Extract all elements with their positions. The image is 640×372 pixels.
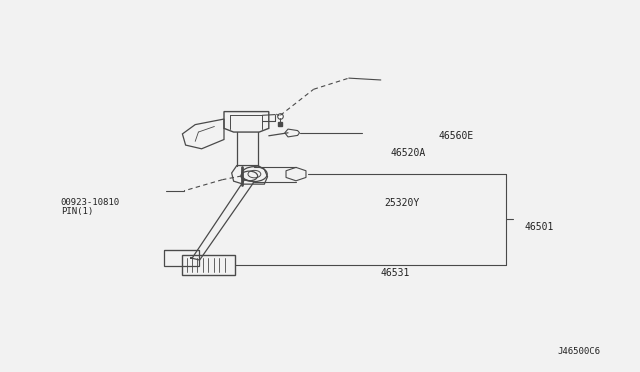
Text: 46560E: 46560E: [438, 131, 474, 141]
Text: PIN(1): PIN(1): [61, 207, 93, 216]
Text: J46500C6: J46500C6: [557, 347, 601, 356]
Text: 46520A: 46520A: [390, 148, 426, 157]
Bar: [182, 255, 234, 275]
Text: 46501: 46501: [525, 222, 554, 232]
Text: 25320Y: 25320Y: [384, 198, 419, 208]
Text: 46531: 46531: [381, 269, 410, 278]
Text: 00923-10810: 00923-10810: [61, 198, 120, 207]
Bar: [164, 250, 199, 266]
